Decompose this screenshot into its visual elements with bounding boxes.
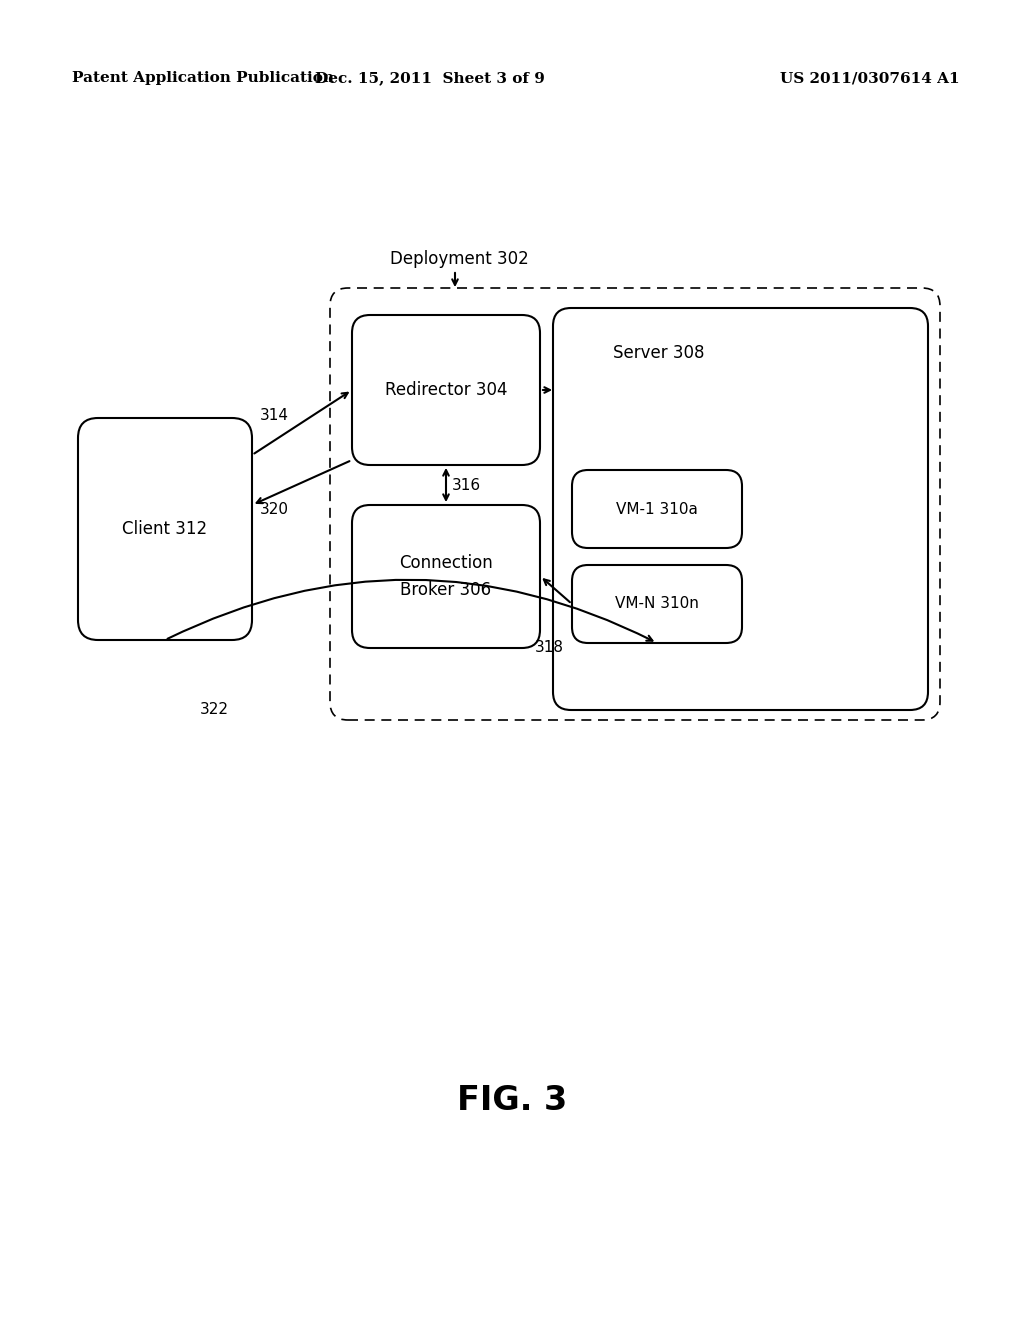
- FancyBboxPatch shape: [352, 506, 540, 648]
- Text: FIG. 3: FIG. 3: [457, 1084, 567, 1117]
- Text: Deployment 302: Deployment 302: [390, 249, 528, 268]
- Text: Client 312: Client 312: [123, 520, 208, 539]
- FancyBboxPatch shape: [572, 470, 742, 548]
- Text: Dec. 15, 2011  Sheet 3 of 9: Dec. 15, 2011 Sheet 3 of 9: [315, 71, 545, 84]
- FancyBboxPatch shape: [330, 288, 940, 719]
- Text: VM-N 310n: VM-N 310n: [615, 597, 699, 611]
- Text: VM-1 310a: VM-1 310a: [616, 502, 698, 516]
- FancyBboxPatch shape: [78, 418, 252, 640]
- Text: 316: 316: [452, 478, 481, 492]
- Text: 320: 320: [260, 503, 289, 517]
- Text: 318: 318: [535, 640, 564, 656]
- Text: Server 308: Server 308: [613, 345, 705, 362]
- Text: 322: 322: [200, 702, 229, 718]
- Text: 314: 314: [260, 408, 289, 422]
- Text: US 2011/0307614 A1: US 2011/0307614 A1: [780, 71, 961, 84]
- FancyBboxPatch shape: [572, 565, 742, 643]
- Text: Connection
Broker 306: Connection Broker 306: [399, 554, 493, 599]
- FancyBboxPatch shape: [553, 308, 928, 710]
- FancyBboxPatch shape: [352, 315, 540, 465]
- Text: Redirector 304: Redirector 304: [385, 381, 507, 399]
- Text: Patent Application Publication: Patent Application Publication: [72, 71, 334, 84]
